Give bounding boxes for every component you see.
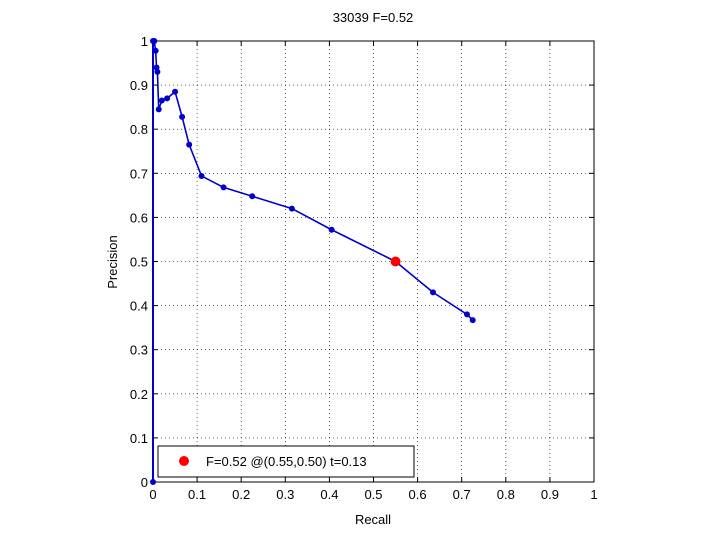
- series-0-point-12: [220, 184, 227, 191]
- data-layer: [150, 38, 476, 485]
- legend-box: [157, 445, 415, 478]
- x-tick-label: 1: [590, 487, 597, 502]
- x-tick-label: 0.1: [188, 487, 206, 502]
- y-tick-label: 0.9: [130, 78, 148, 93]
- series-0-point-1: [151, 38, 158, 44]
- best-f-point: [390, 256, 401, 267]
- series-0-point-11: [198, 172, 205, 179]
- y-tick-label: 0.3: [130, 343, 148, 358]
- series-0-point-4: [154, 68, 161, 75]
- y-tick-label: 0.1: [130, 431, 148, 446]
- series-0-point-7: [164, 95, 171, 102]
- series-0-point-8: [172, 88, 179, 95]
- legend: F=0.52 @(0.55,0.50) t=0.13: [157, 445, 415, 478]
- y-tick-label: 0: [141, 475, 148, 490]
- legend-marker: [179, 456, 189, 466]
- grid: [153, 41, 594, 482]
- x-tick-label: 0.9: [541, 487, 559, 502]
- x-tick-label: 0.2: [232, 487, 250, 502]
- axes: 0 0.1 0.2 0.3 0.4 0.5 0.6 0.7 0.8 0.9 1 0 0.1 0.2 0.3 0…: [130, 34, 598, 502]
- x-tick-label: 0.4: [320, 487, 338, 502]
- series-0-point-2: [152, 47, 159, 54]
- y-tick-label: 1: [141, 34, 148, 49]
- y-tick-label: 0.4: [130, 299, 148, 314]
- y-tick-label: 0.5: [130, 255, 148, 270]
- y-axis-label: Precision: [105, 235, 120, 288]
- series-0-point-13: [249, 193, 256, 200]
- series-0-point-19: [469, 317, 476, 324]
- x-tick-label: 0.3: [276, 487, 294, 502]
- series-0-point-18: [463, 311, 470, 318]
- x-tick-label: 0.8: [497, 487, 515, 502]
- x-tick-label: 0: [149, 487, 156, 502]
- series-0-point-6: [158, 97, 165, 104]
- y-tick-label: 0.6: [130, 210, 148, 225]
- x-axis-label: Recall: [355, 512, 391, 527]
- series-0-origin-point: [150, 479, 156, 485]
- series-0-point-14: [288, 205, 295, 212]
- x-tick-label: 0.7: [453, 487, 471, 502]
- series-0-point-10: [186, 141, 193, 148]
- series-0-point-5: [155, 106, 162, 113]
- x-tick-label: 0.6: [409, 487, 427, 502]
- y-tick-label: 0.2: [130, 387, 148, 402]
- x-tick-label: 0.5: [364, 487, 382, 502]
- series-0-point-9: [179, 113, 186, 120]
- series-0-point-17: [430, 289, 437, 296]
- y-tick-label: 0.7: [130, 166, 148, 181]
- series-0-point-15: [328, 226, 335, 233]
- legend-label: F=0.52 @(0.55,0.50) t=0.13: [206, 454, 367, 469]
- y-tick-label: 0.8: [130, 122, 148, 137]
- chart-title: 33039 F=0.52: [333, 10, 414, 25]
